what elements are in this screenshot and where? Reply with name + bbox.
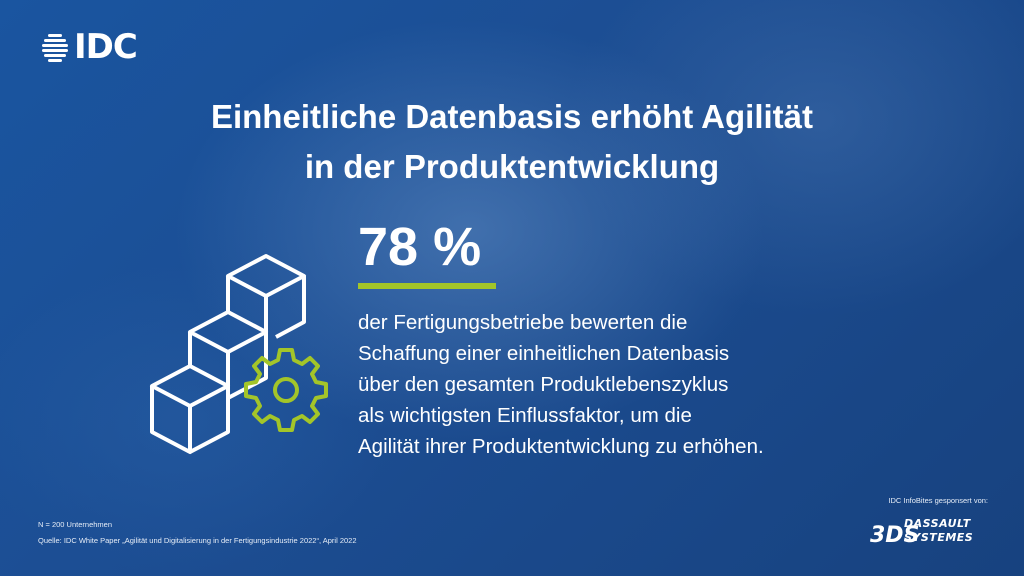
- idc-logo: IDC: [40, 27, 138, 67]
- stat-value: 78 %: [358, 217, 482, 277]
- dassault-systemes-logo: 3DS DASSAULT SYSTEMES: [870, 517, 973, 548]
- globe-lines-icon: [42, 34, 68, 62]
- sponsor-mark: 3DS: [870, 523, 919, 548]
- sponsor-label: IDC InfoBites gesponsert von:: [888, 496, 988, 505]
- page-title: Einheitliche Datenbasis erhöht Agilität …: [0, 92, 1024, 192]
- sample-size-note: N = 200 Unternehmen: [38, 520, 113, 529]
- stat-underline: [358, 283, 496, 289]
- sponsor-logo-line-2: SYSTEMES: [904, 531, 973, 544]
- title-line-2: in der Produktentwicklung: [304, 148, 720, 185]
- source-note: Quelle: IDC White Paper „Agilität und Di…: [38, 536, 357, 545]
- stacked-cubes-gear-icon: [150, 254, 328, 454]
- stat-description-line: als wichtigsten Einflussfaktor, um die: [358, 404, 692, 427]
- stat-description-line: Agilität ihrer Produktentwicklung zu erh…: [358, 435, 764, 458]
- stat-description-line: Schaffung einer einheitlichen Datenbasis: [358, 342, 730, 365]
- stat-description: der Fertigungsbetriebe bewerten die Scha…: [358, 307, 878, 462]
- title-line-1: Einheitliche Datenbasis erhöht Agilität: [210, 98, 814, 135]
- sponsor-logo-line-1: DASSAULT: [904, 517, 972, 530]
- stat-description-line: der Fertigungsbetriebe bewerten die: [358, 311, 688, 334]
- stat-description-line: über den gesamten Produktlebenszyklus: [358, 373, 729, 396]
- logo-text: IDC: [74, 27, 138, 67]
